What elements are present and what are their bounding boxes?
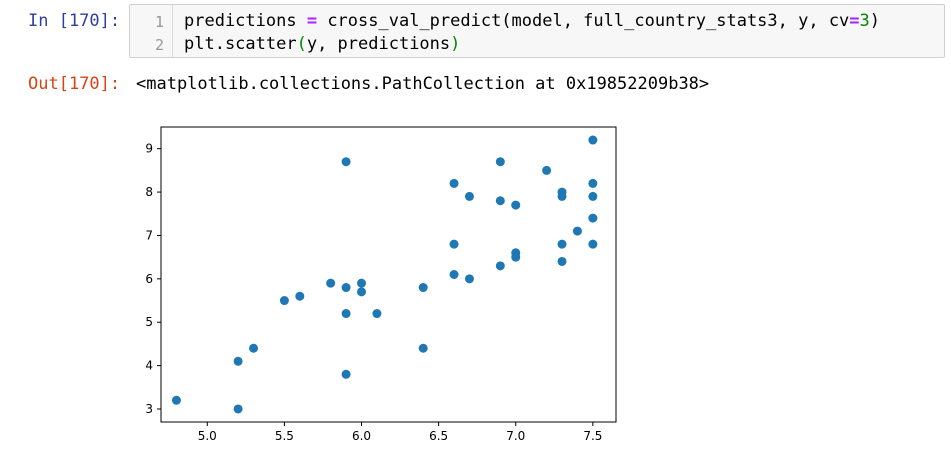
scatter-point (557, 256, 567, 266)
x-tick-label: 5.0 (198, 429, 217, 443)
y-tick-label: 5 (145, 315, 153, 329)
scatter-point (357, 287, 367, 297)
code-token: plt.scatter (184, 34, 297, 54)
code-operator: = (306, 11, 318, 31)
output-prompt: Out[170]: (28, 74, 121, 94)
x-tick-label: 7.0 (506, 429, 525, 443)
scatter-point (511, 200, 521, 210)
scatter-point (341, 283, 351, 293)
scatter-plot: 5.0 5.5 6.0 6.5 7.0 7.5 3 4 5 6 7 8 9 (145, 126, 617, 443)
x-tick-label: 6.5 (429, 429, 448, 443)
scatter-point (495, 261, 505, 271)
input-prompt: In [170]: (28, 11, 121, 31)
code-number: 3 (859, 11, 870, 31)
code-line-2[interactable]: plt.scatter(y, predictions) (184, 34, 460, 54)
scatter-point (341, 157, 351, 167)
scatter-point (557, 191, 567, 201)
code-token: y, predictions (306, 34, 451, 54)
scatter-point (449, 178, 459, 188)
code-paren: ( (296, 34, 307, 54)
scatter-point (449, 239, 459, 249)
plot-frame (160, 126, 617, 423)
scatter-point (588, 178, 598, 188)
scatter-point (279, 296, 289, 306)
scatter-point (341, 369, 351, 379)
x-tick-label: 7.5 (583, 429, 602, 443)
line-number: 2 (154, 36, 164, 54)
y-tick-label: 3 (145, 402, 153, 416)
y-tick-label: 7 (145, 228, 153, 242)
x-tick-label: 5.5 (275, 429, 294, 443)
scatter-point (449, 270, 459, 279)
scatter-point (464, 274, 474, 284)
code-cell[interactable]: 1 2 predictions = cross_val_predict(mode… (129, 4, 945, 58)
y-tick-label: 4 (145, 359, 153, 373)
scatter-point (511, 252, 521, 262)
y-tick-label: 6 (145, 272, 153, 286)
scatter-point (495, 196, 505, 206)
scatter-point (572, 226, 582, 236)
code-line-1[interactable]: predictions = cross_val_predict(model, f… (184, 11, 880, 31)
scatter-point (542, 165, 552, 175)
scatter-point (341, 309, 351, 319)
code-paren: ) (450, 34, 461, 54)
scatter-point (357, 278, 367, 288)
scatter-point (588, 191, 598, 201)
scatter-point (171, 395, 181, 405)
scatter-point (233, 404, 243, 414)
output-text: <matplotlib.collections.PathCollection a… (136, 74, 710, 94)
x-tick-label: 6.0 (352, 429, 371, 443)
scatter-point (588, 213, 598, 223)
scatter-point (233, 356, 243, 366)
code-token: cross_val_predict(model, full_country_st… (317, 11, 850, 31)
code-operator: = (849, 11, 860, 31)
line-number-gutter: 1 2 (130, 5, 173, 57)
scatter-point (418, 343, 428, 353)
scatter-point (495, 157, 505, 167)
scatter-point (295, 291, 305, 301)
scatter-point (588, 239, 598, 249)
scatter-point (464, 191, 474, 201)
code-token: ) (869, 11, 881, 31)
y-tick-label: 8 (145, 185, 153, 199)
y-tick-label: 9 (145, 142, 153, 156)
scatter-point (326, 278, 336, 288)
scatter-point (557, 239, 567, 249)
line-number: 1 (154, 13, 164, 31)
scatter-point (588, 135, 598, 145)
code-token: predictions (184, 11, 307, 31)
scatter-point (249, 343, 259, 353)
scatter-point (372, 309, 382, 319)
scatter-point (418, 283, 428, 293)
